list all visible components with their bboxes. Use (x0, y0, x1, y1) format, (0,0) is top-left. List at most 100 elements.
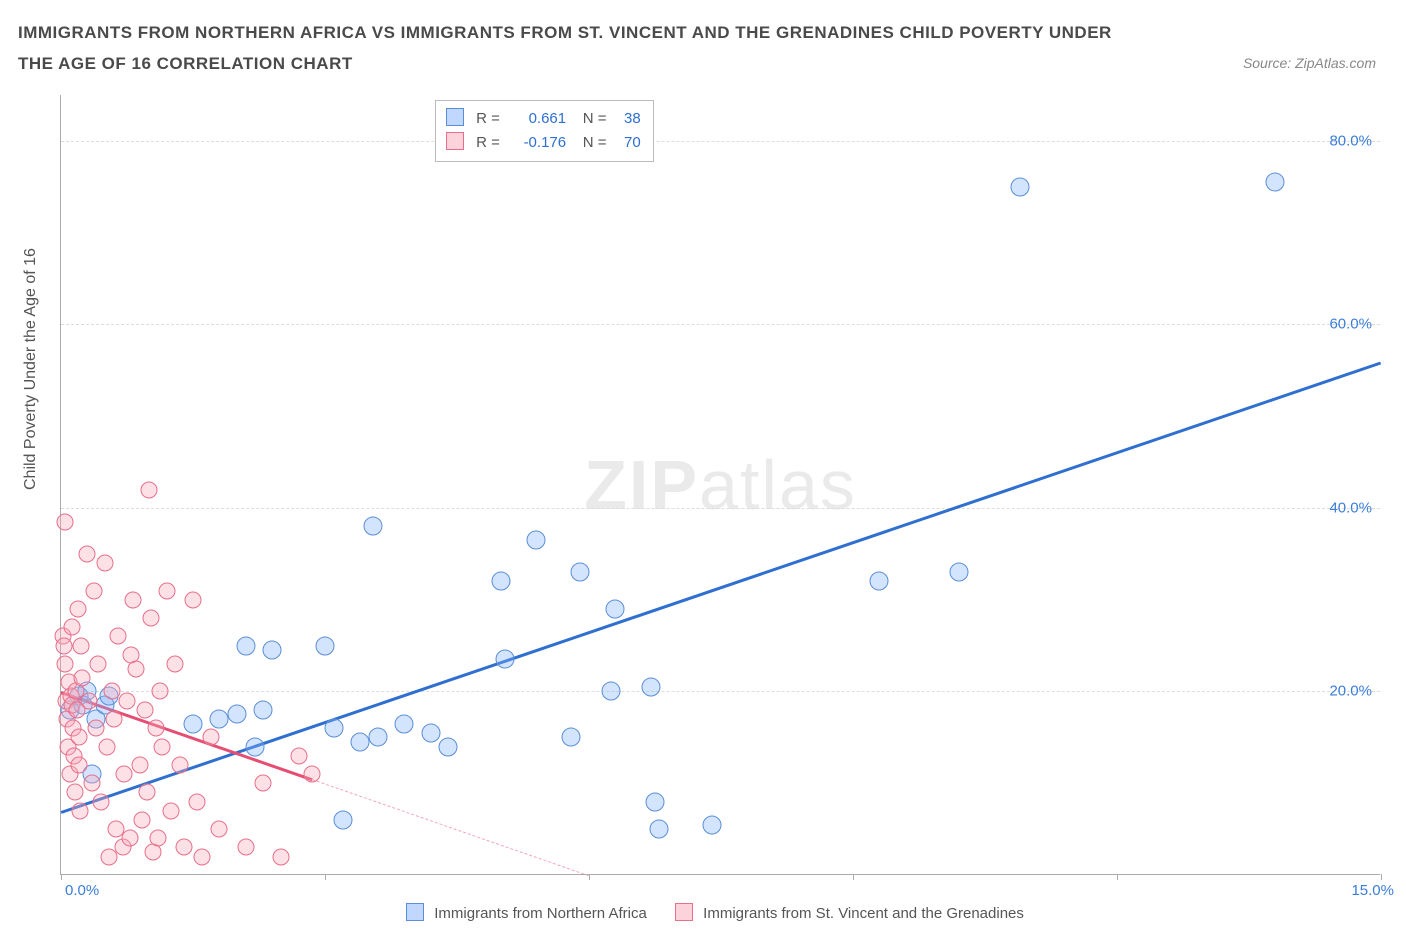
data-point (98, 738, 115, 755)
x-tick-mark (853, 874, 854, 880)
x-tick-mark (61, 874, 62, 880)
watermark: ZIPatlas (584, 445, 857, 525)
data-point (562, 728, 581, 747)
swatch-blue-icon (446, 108, 464, 126)
data-point (86, 582, 103, 599)
data-point (263, 641, 282, 660)
legend-label-1: Immigrants from Northern Africa (434, 905, 647, 922)
data-point (149, 830, 166, 847)
n-label: N = (583, 110, 607, 127)
legend-swatch-blue-icon (406, 903, 424, 921)
y-tick-label: 80.0% (1329, 132, 1372, 149)
data-point (236, 636, 255, 655)
data-point (949, 563, 968, 582)
data-point (646, 792, 665, 811)
data-point (92, 793, 109, 810)
data-point (167, 655, 184, 672)
data-point (142, 610, 159, 627)
data-point (193, 848, 210, 865)
data-point (55, 637, 72, 654)
data-point (316, 636, 335, 655)
n-value-2: 70 (611, 131, 641, 155)
data-point (395, 714, 414, 733)
data-point (421, 723, 440, 742)
data-point (492, 572, 511, 591)
y-axis-label: Child Poverty Under the Age of 16 (22, 248, 40, 490)
data-point (163, 802, 180, 819)
data-point (333, 810, 352, 829)
gridline (61, 508, 1380, 509)
data-point (154, 738, 171, 755)
x-tick-right: 15.0% (1351, 882, 1394, 899)
data-point (303, 766, 320, 783)
data-point (364, 517, 383, 536)
data-point (119, 692, 136, 709)
x-tick-mark (1381, 874, 1382, 880)
legend-label-2: Immigrants from St. Vincent and the Gren… (703, 905, 1024, 922)
data-point (81, 692, 98, 709)
data-point (171, 756, 188, 773)
r-label: R = (476, 134, 500, 151)
x-tick-mark (325, 874, 326, 880)
data-point (132, 756, 149, 773)
data-point (110, 628, 127, 645)
data-point (870, 572, 889, 591)
n-label: N = (583, 134, 607, 151)
data-point (602, 682, 621, 701)
data-point (176, 839, 193, 856)
scatter-plot-area: ZIPatlas 20.0% 40.0% 60.0% 80.0% (60, 95, 1380, 875)
data-point (290, 747, 307, 764)
data-point (496, 650, 515, 669)
data-point (237, 839, 254, 856)
data-point (1011, 177, 1030, 196)
gridline (61, 141, 1380, 142)
data-point (211, 821, 228, 838)
y-tick-label: 60.0% (1329, 316, 1372, 333)
data-point (158, 582, 175, 599)
data-point (125, 591, 142, 608)
gridline (61, 324, 1380, 325)
r-value-2: -0.176 (504, 131, 566, 155)
data-point (273, 848, 290, 865)
data-point (139, 784, 156, 801)
swatch-pink-icon (446, 132, 464, 150)
data-point (151, 683, 168, 700)
data-point (67, 784, 84, 801)
data-point (83, 775, 100, 792)
y-tick-label: 40.0% (1329, 499, 1372, 516)
data-point (185, 591, 202, 608)
data-point (71, 756, 88, 773)
source-attribution: Source: ZipAtlas.com (1243, 55, 1376, 71)
x-tick-left: 0.0% (65, 882, 99, 899)
data-point (88, 720, 105, 737)
x-tick-mark (1117, 874, 1118, 880)
data-point (703, 815, 722, 834)
y-tick-label: 20.0% (1329, 683, 1372, 700)
data-point (368, 728, 387, 747)
data-point (141, 481, 158, 498)
data-point (606, 599, 625, 618)
data-point (571, 563, 590, 582)
data-point (72, 802, 89, 819)
watermark-light: atlas (699, 446, 857, 524)
data-point (650, 820, 669, 839)
data-point (127, 660, 144, 677)
r-value-1: 0.661 (504, 107, 566, 131)
data-point (97, 555, 114, 572)
data-point (184, 714, 203, 733)
data-point (189, 793, 206, 810)
data-point (351, 732, 370, 751)
data-point (57, 513, 74, 530)
legend-swatch-pink-icon (675, 903, 693, 921)
n-value-1: 38 (611, 107, 641, 131)
data-point (121, 830, 138, 847)
data-point (254, 700, 273, 719)
data-point (63, 619, 80, 636)
data-point (89, 655, 106, 672)
data-point (324, 719, 343, 738)
data-point (74, 669, 91, 686)
data-point (148, 720, 165, 737)
watermark-bold: ZIP (584, 446, 699, 524)
stats-row-series2: R = -0.176 N = 70 (446, 131, 641, 155)
data-point (70, 729, 87, 746)
